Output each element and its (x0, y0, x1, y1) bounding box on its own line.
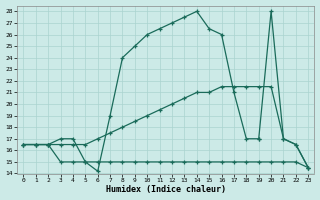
X-axis label: Humidex (Indice chaleur): Humidex (Indice chaleur) (106, 185, 226, 194)
